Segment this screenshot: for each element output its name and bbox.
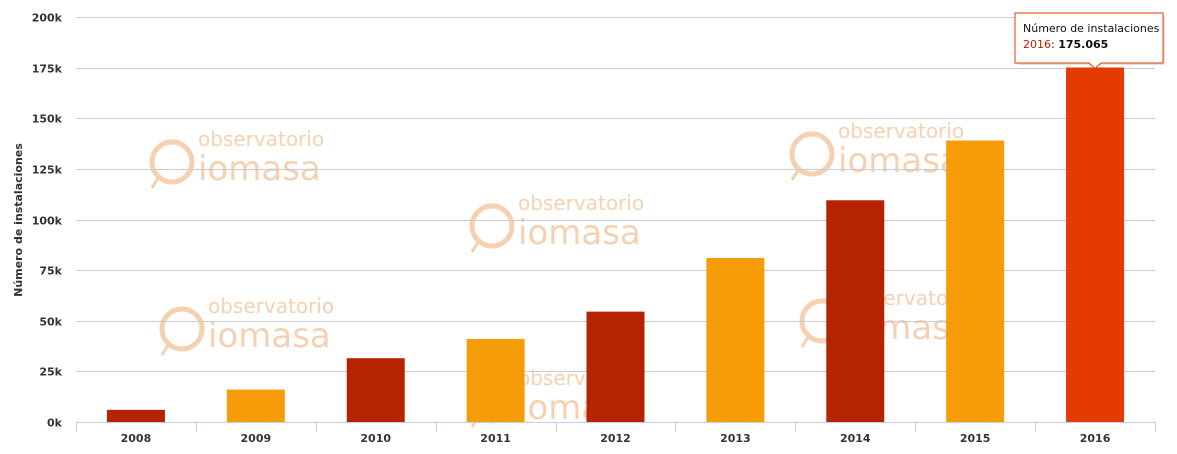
bar-2014[interactable]	[826, 200, 885, 422]
watermark-line2: iomasa	[518, 213, 641, 253]
watermark-line1: observatorio	[838, 119, 964, 143]
x-axis: 2008 2009 2010 2011 2012 2013 2014 2015 2016	[76, 422, 1156, 445]
y-tick-label: 0k	[47, 417, 63, 430]
x-tick-label: 2009	[241, 432, 272, 445]
y-tick-label: 200k	[32, 12, 63, 25]
y-axis: 0k 25k 50k 75k 100k 125k 150k 175k 200k	[32, 12, 63, 430]
tooltip: Número de instalaciones 2016: 175.065	[1014, 12, 1165, 70]
watermark-line2: iomasa	[208, 316, 331, 356]
bar-2013[interactable]	[706, 257, 765, 422]
watermark-leaf-icon	[149, 139, 195, 185]
watermark-line2: iomasa	[838, 141, 961, 181]
y-tick-label: 100k	[32, 215, 63, 228]
tooltip-title: Número de instalaciones	[1023, 22, 1160, 35]
bar-2012[interactable]	[586, 311, 645, 422]
x-tick-label: 2011	[480, 432, 511, 445]
x-tick-label: 2012	[600, 432, 631, 445]
watermark-stem	[790, 169, 800, 181]
y-tick-label: 150k	[32, 113, 63, 126]
bar-2011[interactable]	[466, 338, 525, 422]
tooltip-value-line: 2016: 175.065	[1023, 38, 1108, 51]
watermark-line1: observatorio	[518, 191, 644, 215]
tooltip-box	[1014, 12, 1164, 70]
x-tick-label: 2015	[960, 432, 991, 445]
watermark-line1: observatorio	[198, 127, 324, 151]
tooltip-value: 175.065	[1058, 38, 1108, 51]
bar-2016[interactable]	[1066, 67, 1125, 422]
watermark-stem	[160, 344, 170, 356]
x-tick-label: 2010	[360, 432, 391, 445]
bar-2010[interactable]	[346, 358, 405, 422]
watermark-leaf-icon	[159, 306, 205, 352]
watermark-leaf-icon	[469, 203, 515, 249]
y-tick-label: 175k	[32, 63, 63, 76]
x-tick-label: 2016	[1080, 432, 1111, 445]
tooltip-category: 2016	[1023, 38, 1051, 51]
watermark-stem	[150, 177, 160, 189]
watermark-stem	[470, 241, 480, 253]
bar-2008[interactable]	[106, 409, 165, 422]
x-tick-label: 2008	[121, 432, 152, 445]
y-tick-label: 50k	[39, 316, 62, 329]
watermark-leaf-icon	[789, 131, 835, 177]
watermark-stem	[800, 336, 810, 348]
bar-2015[interactable]	[946, 140, 1005, 422]
y-tick-label: 125k	[32, 164, 63, 177]
y-axis-label: Número de instalaciones	[12, 143, 25, 297]
y-tick-label: 75k	[39, 265, 62, 278]
x-tick-label: 2013	[720, 432, 751, 445]
x-tick-label: 2014	[840, 432, 871, 445]
bars	[106, 67, 1125, 422]
y-tick-label: 25k	[39, 366, 62, 379]
watermark-line1: observatorio	[208, 294, 334, 318]
tooltip-separator: :	[1051, 38, 1058, 51]
bar-2009[interactable]	[226, 389, 285, 422]
